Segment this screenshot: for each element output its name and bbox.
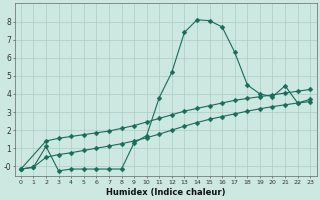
X-axis label: Humidex (Indice chaleur): Humidex (Indice chaleur) — [106, 188, 225, 197]
